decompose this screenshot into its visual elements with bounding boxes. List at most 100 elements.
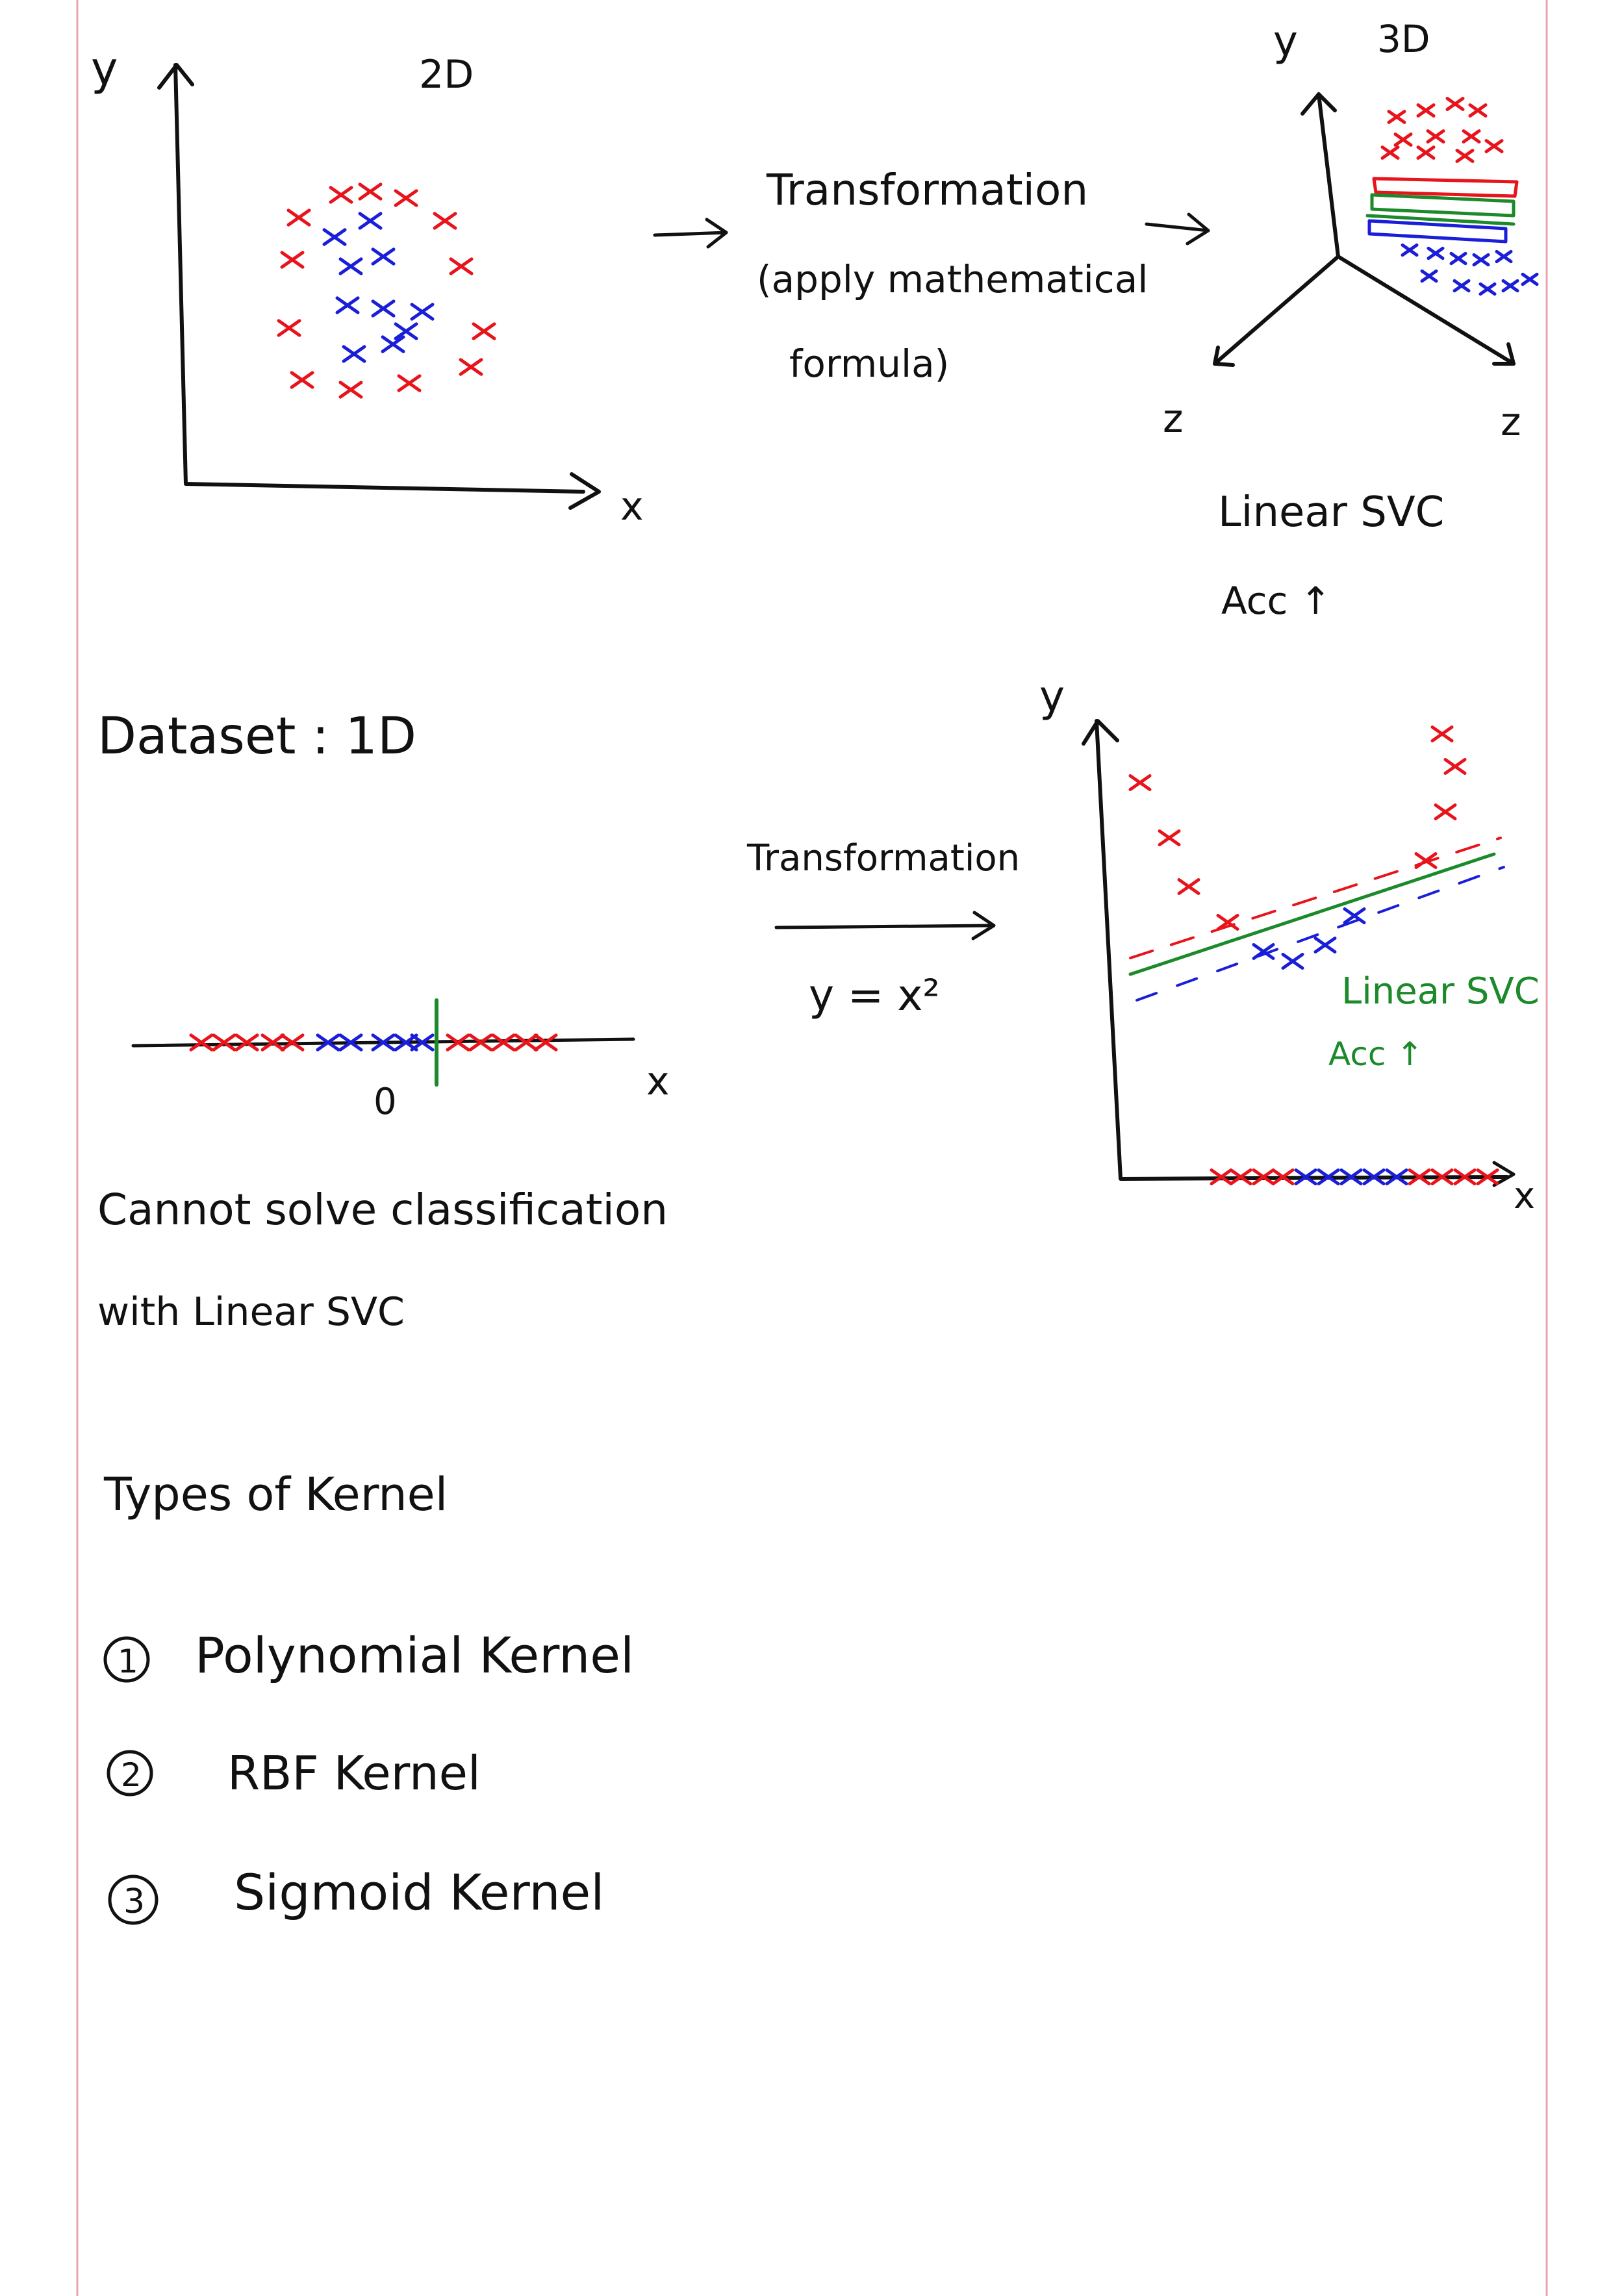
red-point-parabola — [1177, 878, 1200, 895]
transformation-top: Transformation (apply mathematical formu… — [653, 165, 1210, 386]
red-point-3d — [1416, 103, 1436, 118]
blue-point-parabola — [1343, 907, 1366, 924]
blue-point-3d — [1501, 279, 1519, 293]
red-point-1d — [491, 1033, 516, 1052]
red-point-1d — [514, 1033, 539, 1052]
origin-label: 0 — [374, 1081, 397, 1123]
arrow-in-top — [653, 218, 728, 249]
y-axis-parabola — [1095, 719, 1509, 1181]
red-point — [397, 374, 422, 392]
red-point — [472, 322, 496, 340]
red-point-1d — [533, 1033, 558, 1052]
blue-point-3d — [1427, 246, 1445, 260]
red-point — [290, 371, 314, 389]
blue-point — [322, 228, 347, 246]
blue-point — [410, 303, 435, 321]
blue-point — [371, 299, 396, 318]
blue-point-3d — [1521, 272, 1539, 286]
linear-svc-parabola: Linear SVC — [1341, 970, 1540, 1013]
blue-point — [335, 296, 360, 314]
red-point-parabola — [1128, 774, 1152, 791]
y-arrow-parabola — [1082, 719, 1119, 746]
margin-dashes — [1129, 837, 1505, 1002]
blue-point-1d — [410, 1033, 435, 1052]
red-point-3d — [1445, 97, 1465, 111]
blue-point-axis — [1362, 1168, 1386, 1185]
red-point-1d — [189, 1033, 214, 1052]
red-point-3d — [1484, 139, 1504, 153]
blue-point-1d — [316, 1033, 340, 1052]
red-point-axis — [1476, 1168, 1499, 1185]
z-label-right: z — [1501, 399, 1521, 445]
blue-point — [338, 257, 363, 275]
red-point-1d — [212, 1033, 236, 1052]
red-point-3d — [1380, 145, 1400, 160]
arrow-middle — [774, 911, 996, 940]
title-3d: 3D — [1377, 17, 1430, 61]
blue-point — [358, 212, 383, 230]
kernel-types: Types of Kernel 1 Polynomial Kernel 2 RB… — [103, 1468, 634, 1925]
red-point-parabola — [1430, 725, 1454, 742]
plane-blue — [1367, 219, 1508, 244]
red-point-3d — [1416, 145, 1436, 160]
blue-point-1d — [338, 1033, 363, 1052]
y-label-parabola: y — [1039, 672, 1065, 722]
transformation-title: Transformation — [766, 165, 1088, 215]
y-label-2d: y — [91, 42, 118, 95]
red-point-3d — [1462, 129, 1481, 144]
x-label-2d: x — [620, 484, 644, 529]
kernel-item-3: Sigmoid Kernel — [234, 1863, 604, 1921]
note-line-1: Cannot solve classification — [97, 1185, 668, 1235]
blue-point — [342, 345, 366, 363]
blue-point-3d — [1449, 251, 1467, 266]
points-1d — [189, 1033, 558, 1052]
red-point-3d — [1426, 129, 1445, 144]
red-point-axis — [1210, 1168, 1233, 1185]
red-point — [459, 358, 483, 376]
red-point-axis — [1229, 1168, 1252, 1185]
red-point — [329, 186, 353, 204]
y-axis-2d — [173, 63, 585, 494]
blue-point-3d — [1495, 249, 1513, 264]
y-label-3d: y — [1273, 18, 1298, 66]
blue-point-3d — [1453, 279, 1471, 293]
red-point — [449, 257, 474, 275]
red-point-1d — [280, 1033, 305, 1052]
blue-point-3d — [1420, 269, 1438, 283]
blue-point-parabola — [1281, 953, 1304, 970]
parabola-axis-points — [1210, 1168, 1499, 1185]
blue-point — [394, 322, 418, 340]
transformation-middle: Transformation y = x² — [746, 837, 1020, 1020]
red-point — [280, 251, 305, 269]
blue-point-axis — [1339, 1168, 1363, 1185]
red-point — [277, 319, 301, 337]
scatter-2d — [277, 183, 496, 399]
plot-3d: y 3D z z Linear SVC Acc ↑ — [1163, 17, 1539, 623]
blue-point — [381, 335, 405, 353]
x-label-1d: x — [646, 1059, 670, 1104]
transformation-line3: formula) — [789, 342, 949, 386]
kernel-item-1: Polynomial Kernel — [195, 1626, 634, 1684]
y-arrow-2d — [157, 63, 194, 90]
z-label-left: z — [1163, 396, 1184, 442]
blue-point-3d — [1401, 243, 1419, 257]
red-point-parabola — [1216, 914, 1239, 931]
z-axis-right — [1336, 255, 1516, 366]
z-arrow-left — [1213, 346, 1235, 367]
red-point-axis — [1408, 1168, 1431, 1185]
acc-3d: Acc ↑ — [1221, 579, 1331, 623]
note-line-2: with Linear SVC — [97, 1289, 405, 1335]
linear-svc-3d: Linear SVC — [1218, 488, 1444, 536]
x-arrow-parabola — [1492, 1161, 1516, 1187]
blue-point-3d — [1478, 282, 1497, 296]
red-point-parabola — [1158, 829, 1181, 846]
red-point-parabola — [1443, 758, 1467, 775]
separating-line-parabola — [1128, 852, 1496, 976]
dataset-1d: Dataset : 1D 0 x — [97, 707, 670, 1123]
x-label-parabola: x — [1514, 1175, 1535, 1217]
dataset-label: Dataset : 1D — [97, 707, 416, 766]
upper-margin-dashes — [1129, 837, 1502, 959]
z-axis-left — [1213, 255, 1340, 366]
